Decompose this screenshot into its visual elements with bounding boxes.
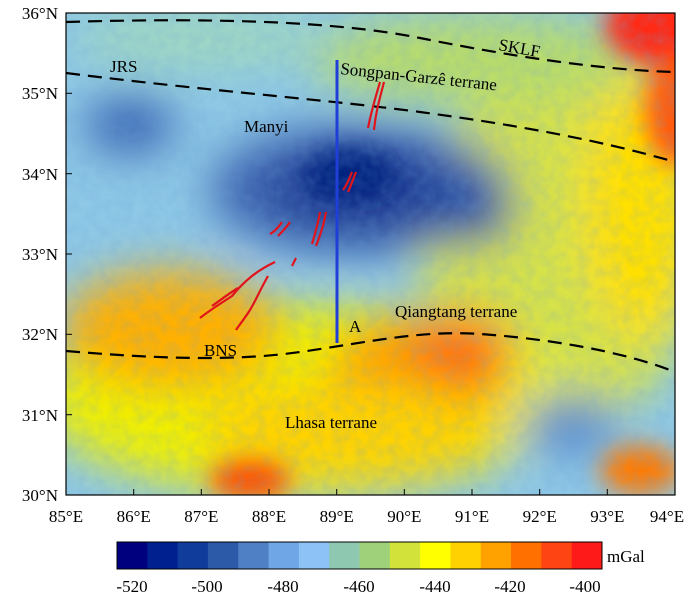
colorbar-swatch (420, 542, 451, 569)
lat-tick-marks (66, 12, 72, 496)
colorbar-frame (116, 541, 603, 570)
colorbar-swatch (207, 542, 239, 569)
lat-tick-label: 32°N (22, 325, 58, 344)
colorbar-swatch (117, 542, 148, 569)
colorbar-tick-labels: -520 -500 -480 -460 -440 -420 -400 (116, 577, 600, 596)
lat-tick-labels: 36°N 35°N 34°N 33°N 32°N 31°N 30°N (22, 4, 58, 505)
lat-tick-label: 34°N (22, 165, 58, 184)
manyi-label: Manyi (244, 117, 289, 136)
colorbar-tick-label: -520 (116, 577, 147, 596)
sklf-line (66, 19, 675, 74)
profile-a-label: A (349, 317, 362, 336)
colorbar-swatch (177, 542, 209, 569)
colorbar-swatch (359, 542, 391, 569)
bns-line (66, 332, 675, 374)
colorbar-swatch (480, 542, 512, 569)
jrs-line (66, 71, 675, 164)
boundary-lines (66, 19, 675, 374)
colorbar-swatch (268, 542, 300, 569)
colorbar-tick-label: -400 (569, 577, 600, 596)
colorbar-tick-label: -460 (343, 577, 374, 596)
lat-tick-label: 33°N (22, 245, 58, 264)
lon-tick-label: 85°E (49, 507, 83, 526)
fault-traces (199, 81, 386, 331)
bns-label: BNS (204, 341, 237, 360)
lon-tick-label: 86°E (117, 507, 151, 526)
lon-tick-labels: 85°E 86°E 87°E 88°E 89°E 90°E 91°E 92°E … (49, 507, 684, 526)
colorbar-swatch (571, 542, 603, 569)
lon-tick-label: 88°E (252, 507, 286, 526)
colorbar-swatch (389, 542, 421, 569)
colorbar-swatch (238, 542, 270, 569)
lat-tick-label: 35°N (22, 84, 58, 103)
qiangtang-label: Qiangtang terrane (395, 302, 517, 321)
anomaly-field (66, 13, 675, 495)
lon-tick-label: 94°E (650, 507, 684, 526)
lat-tick-label: 30°N (22, 486, 58, 505)
lon-tick-label: 92°E (523, 507, 557, 526)
lon-tick-label: 90°E (387, 507, 421, 526)
colorbar-swatch (450, 542, 482, 569)
colorbar (117, 542, 603, 569)
colorbar-unit: mGal (607, 547, 645, 566)
colorbar-tick-label: -500 (191, 577, 222, 596)
colorbar-tick-label: -440 (419, 577, 450, 596)
colorbar-swatch (511, 542, 542, 569)
colorbar-swatch (541, 542, 573, 569)
colorbar-swatch (329, 542, 360, 569)
lat-tick-label: 36°N (22, 4, 58, 23)
colorbar-swatch (298, 542, 330, 569)
lon-tick-label: 91°E (455, 507, 489, 526)
jrs-label: JRS (110, 57, 137, 76)
lon-tick-label: 93°E (590, 507, 624, 526)
lon-tick-marks (65, 489, 676, 495)
lhasa-label: Lhasa terrane (285, 413, 377, 432)
colorbar-swatch (147, 542, 179, 569)
lat-tick-label: 31°N (22, 406, 58, 425)
colorbar-tick-label: -480 (267, 577, 298, 596)
lon-tick-label: 87°E (184, 507, 218, 526)
lon-tick-label: 89°E (320, 507, 354, 526)
colorbar-tick-label: -420 (494, 577, 525, 596)
